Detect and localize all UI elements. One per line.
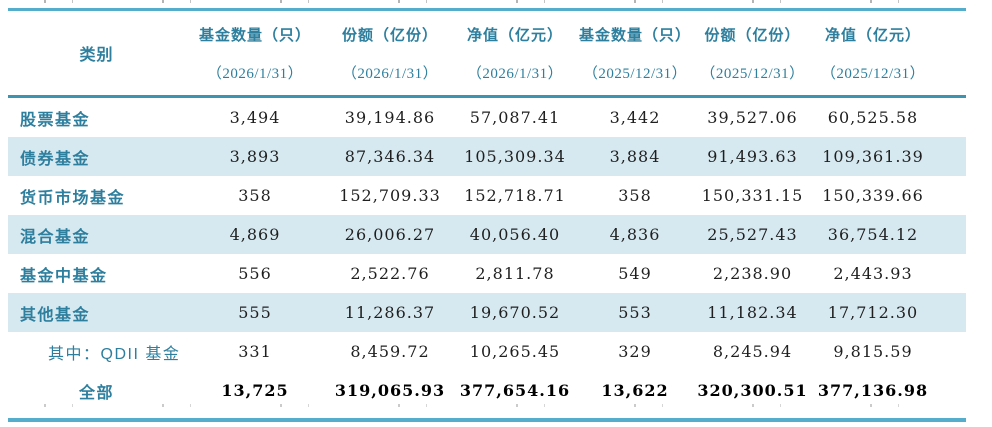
row-value: 91,493.63 bbox=[707, 147, 798, 166]
cropped-text-bottom bbox=[10, 404, 978, 407]
column-header: 份额（亿份） （2025/12/31） bbox=[695, 11, 810, 97]
row-value: 8,459.72 bbox=[350, 342, 430, 361]
row-value: 3,893 bbox=[229, 147, 281, 166]
row-value: 26,006.27 bbox=[344, 225, 436, 244]
row-value: 320,300.51 bbox=[697, 381, 808, 400]
table-row: 货币市场基金 358 152,709.33 152,718.71 358 150,331.… bbox=[8, 176, 966, 215]
column-header-category: 类别 bbox=[8, 11, 185, 97]
row-value: 150,331.15 bbox=[701, 186, 804, 205]
row-value: 17,712.30 bbox=[827, 303, 919, 322]
row-value: 4,836 bbox=[609, 225, 661, 244]
row-value: 319,065.93 bbox=[334, 381, 446, 400]
row-value: 329 bbox=[618, 342, 652, 361]
table-body: 股票基金 3,494 39,194.86 57,087.41 3,442 39,527.0… bbox=[8, 97, 966, 411]
row-value: 2,522.76 bbox=[350, 264, 430, 283]
column-label: 份额（亿份） bbox=[341, 26, 438, 44]
row-value: 57,087.41 bbox=[469, 108, 561, 127]
row-value: 358 bbox=[618, 186, 652, 205]
row-value: 8,245.94 bbox=[712, 342, 793, 361]
table-row: 基金中基金 556 2,522.76 2,811.78 549 2,238.90 2,443… bbox=[8, 254, 966, 293]
row-value: 2,443.93 bbox=[833, 264, 913, 283]
table-row: 全部 13,725 319,065.93 377,654.16 13,622 320,30… bbox=[8, 371, 966, 410]
table-row: 混合基金 4,869 26,006.27 40,056.40 4,836 25,527.4… bbox=[8, 215, 966, 254]
row-value: 39,527.06 bbox=[707, 108, 798, 127]
row-value: 13,622 bbox=[601, 381, 669, 400]
row-category: 混合基金 bbox=[20, 228, 91, 246]
row-value: 105,309.34 bbox=[464, 147, 566, 166]
row-value: 150,339.66 bbox=[822, 186, 924, 205]
row-value: 13,725 bbox=[221, 381, 289, 400]
column-label: 份额（亿份） bbox=[704, 26, 801, 44]
column-date: （2025/12/31） bbox=[582, 65, 688, 82]
row-category: 全部 bbox=[78, 384, 114, 402]
row-category: 债券基金 bbox=[20, 150, 91, 168]
row-value: 19,670.52 bbox=[469, 303, 561, 322]
row-value: 10,265.45 bbox=[469, 342, 561, 361]
row-category: 股票基金 bbox=[20, 111, 91, 129]
row-value: 358 bbox=[238, 186, 272, 205]
row-value: 2,238.90 bbox=[712, 264, 793, 283]
header-row: 类别 基金数量（只） （2026/1/31） 份额（亿份） （2026/1/31） 净值… bbox=[8, 11, 966, 97]
table-row: 其他基金 555 11,286.37 19,670.52 553 11,182.34 17,… bbox=[8, 293, 966, 332]
row-value: 9,815.59 bbox=[833, 342, 913, 361]
column-date: （2026/1/31） bbox=[466, 65, 564, 82]
row-value: 556 bbox=[238, 264, 272, 283]
row-value: 11,286.37 bbox=[344, 303, 436, 322]
row-value: 377,654.16 bbox=[459, 381, 571, 400]
row-value: 331 bbox=[238, 342, 272, 361]
row-value: 36,754.12 bbox=[827, 225, 919, 244]
column-date: （2026/1/31） bbox=[206, 65, 304, 82]
fund-statistics-table: 类别 基金数量（只） （2026/1/31） 份额（亿份） （2026/1/31） 净值… bbox=[8, 8, 966, 422]
cropped-text-top bbox=[10, 0, 978, 3]
column-date: （2026/1/31） bbox=[341, 65, 439, 82]
row-value: 25,527.43 bbox=[707, 225, 798, 244]
row-value: 3,442 bbox=[609, 108, 661, 127]
row-category: 其中：QDII 基金 bbox=[48, 345, 181, 363]
column-header: 净值（亿元） （2026/1/31） bbox=[455, 11, 575, 97]
row-value: 553 bbox=[618, 303, 652, 322]
row-value: 40,056.40 bbox=[469, 225, 561, 244]
row-value: 4,869 bbox=[229, 225, 281, 244]
row-value: 2,811.78 bbox=[475, 264, 555, 283]
column-header: 基金数量（只） （2025/12/31） bbox=[575, 11, 695, 97]
row-category: 基金中基金 bbox=[20, 267, 108, 285]
column-label: 基金数量（只） bbox=[198, 26, 311, 44]
row-value: 39,194.86 bbox=[344, 108, 436, 127]
row-value: 60,525.58 bbox=[827, 108, 919, 127]
row-value: 3,884 bbox=[609, 147, 661, 166]
column-header: 份额（亿份） （2026/1/31） bbox=[325, 11, 455, 97]
row-value: 377,136.98 bbox=[817, 381, 929, 400]
row-value: 152,709.33 bbox=[339, 186, 441, 205]
table-row: 其中：QDII 基金 331 8,459.72 10,265.45 329 8,245.9… bbox=[8, 332, 966, 371]
row-category: 货币市场基金 bbox=[20, 189, 126, 207]
column-label: 基金数量（只） bbox=[578, 26, 691, 44]
column-header: 基金数量（只） （2026/1/31） bbox=[185, 11, 325, 97]
fund-table: 类别 基金数量（只） （2026/1/31） 份额（亿份） （2026/1/31） 净值… bbox=[8, 11, 966, 410]
column-date: （2025/12/31） bbox=[700, 65, 805, 82]
row-value: 109,361.39 bbox=[822, 147, 924, 166]
row-value: 549 bbox=[618, 264, 652, 283]
column-label: 净值（亿元） bbox=[466, 26, 563, 44]
category-header-label: 类别 bbox=[79, 47, 114, 64]
row-value: 11,182.34 bbox=[707, 303, 798, 322]
row-value: 3,494 bbox=[229, 108, 281, 127]
table-row: 股票基金 3,494 39,194.86 57,087.41 3,442 39,527.0… bbox=[8, 97, 966, 138]
row-value: 152,718.71 bbox=[464, 186, 566, 205]
column-date: （2025/12/31） bbox=[820, 65, 926, 82]
row-value: 87,346.34 bbox=[344, 147, 436, 166]
row-category: 其他基金 bbox=[20, 306, 91, 324]
table-row: 债券基金 3,893 87,346.34 105,309.34 3,884 91,493.… bbox=[8, 137, 966, 176]
row-value: 555 bbox=[238, 303, 272, 322]
column-header: 净值（亿元） （2025/12/31） bbox=[810, 11, 966, 97]
column-label: 净值（亿元） bbox=[824, 26, 921, 44]
